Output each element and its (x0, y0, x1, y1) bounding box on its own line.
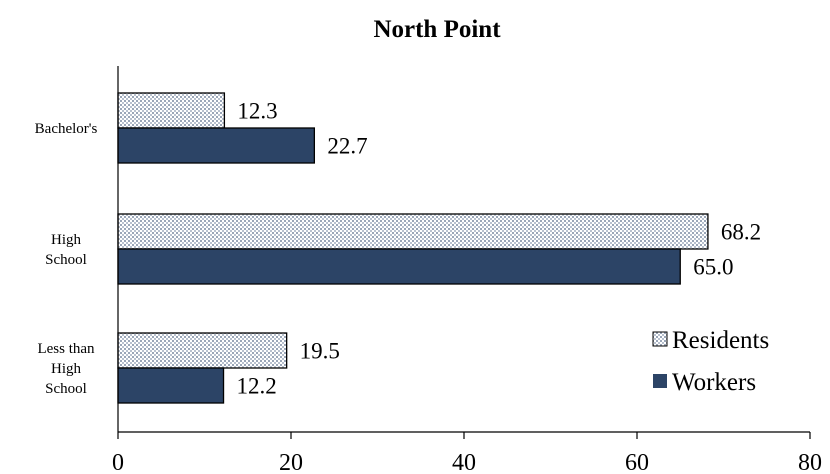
data-label-residents: 68.2 (721, 220, 761, 245)
category-label: Bachelor's (35, 121, 98, 137)
data-label-residents: 12.3 (237, 99, 277, 124)
legend-swatch-workers (653, 374, 667, 388)
bar-workers-0 (117, 127, 316, 164)
category-label: High (51, 232, 82, 248)
bar-workers-1 (117, 248, 681, 285)
legend: Residents Workers (652, 327, 769, 396)
legend-label-workers: Workers (672, 369, 756, 396)
bar-residents-1 (117, 213, 709, 250)
x-tick-label: 20 (279, 450, 303, 474)
legend-swatch-residents (652, 331, 668, 347)
data-label-residents: 19.5 (300, 339, 340, 364)
legend-label-residents: Residents (672, 327, 769, 354)
category-label: Less than (37, 341, 95, 357)
x-tick-label: 0 (112, 450, 124, 474)
data-label-workers: 65.0 (693, 255, 733, 280)
category-label: School (45, 381, 87, 397)
x-tick-label: 80 (798, 450, 822, 474)
data-label-workers: 12.2 (237, 374, 277, 399)
x-tick-label: 40 (452, 450, 476, 474)
plot-area: Bachelor's High School Less than High School 1… (35, 92, 822, 474)
bar-residents-2 (117, 332, 288, 369)
chart-title: North Point (373, 16, 501, 43)
data-label-workers: 22.7 (327, 134, 367, 159)
bar-workers-2 (117, 367, 225, 404)
x-tick-label: 60 (625, 450, 649, 474)
category-label: School (45, 252, 87, 268)
bar-residents-0 (117, 92, 226, 129)
category-label: High (51, 361, 82, 377)
